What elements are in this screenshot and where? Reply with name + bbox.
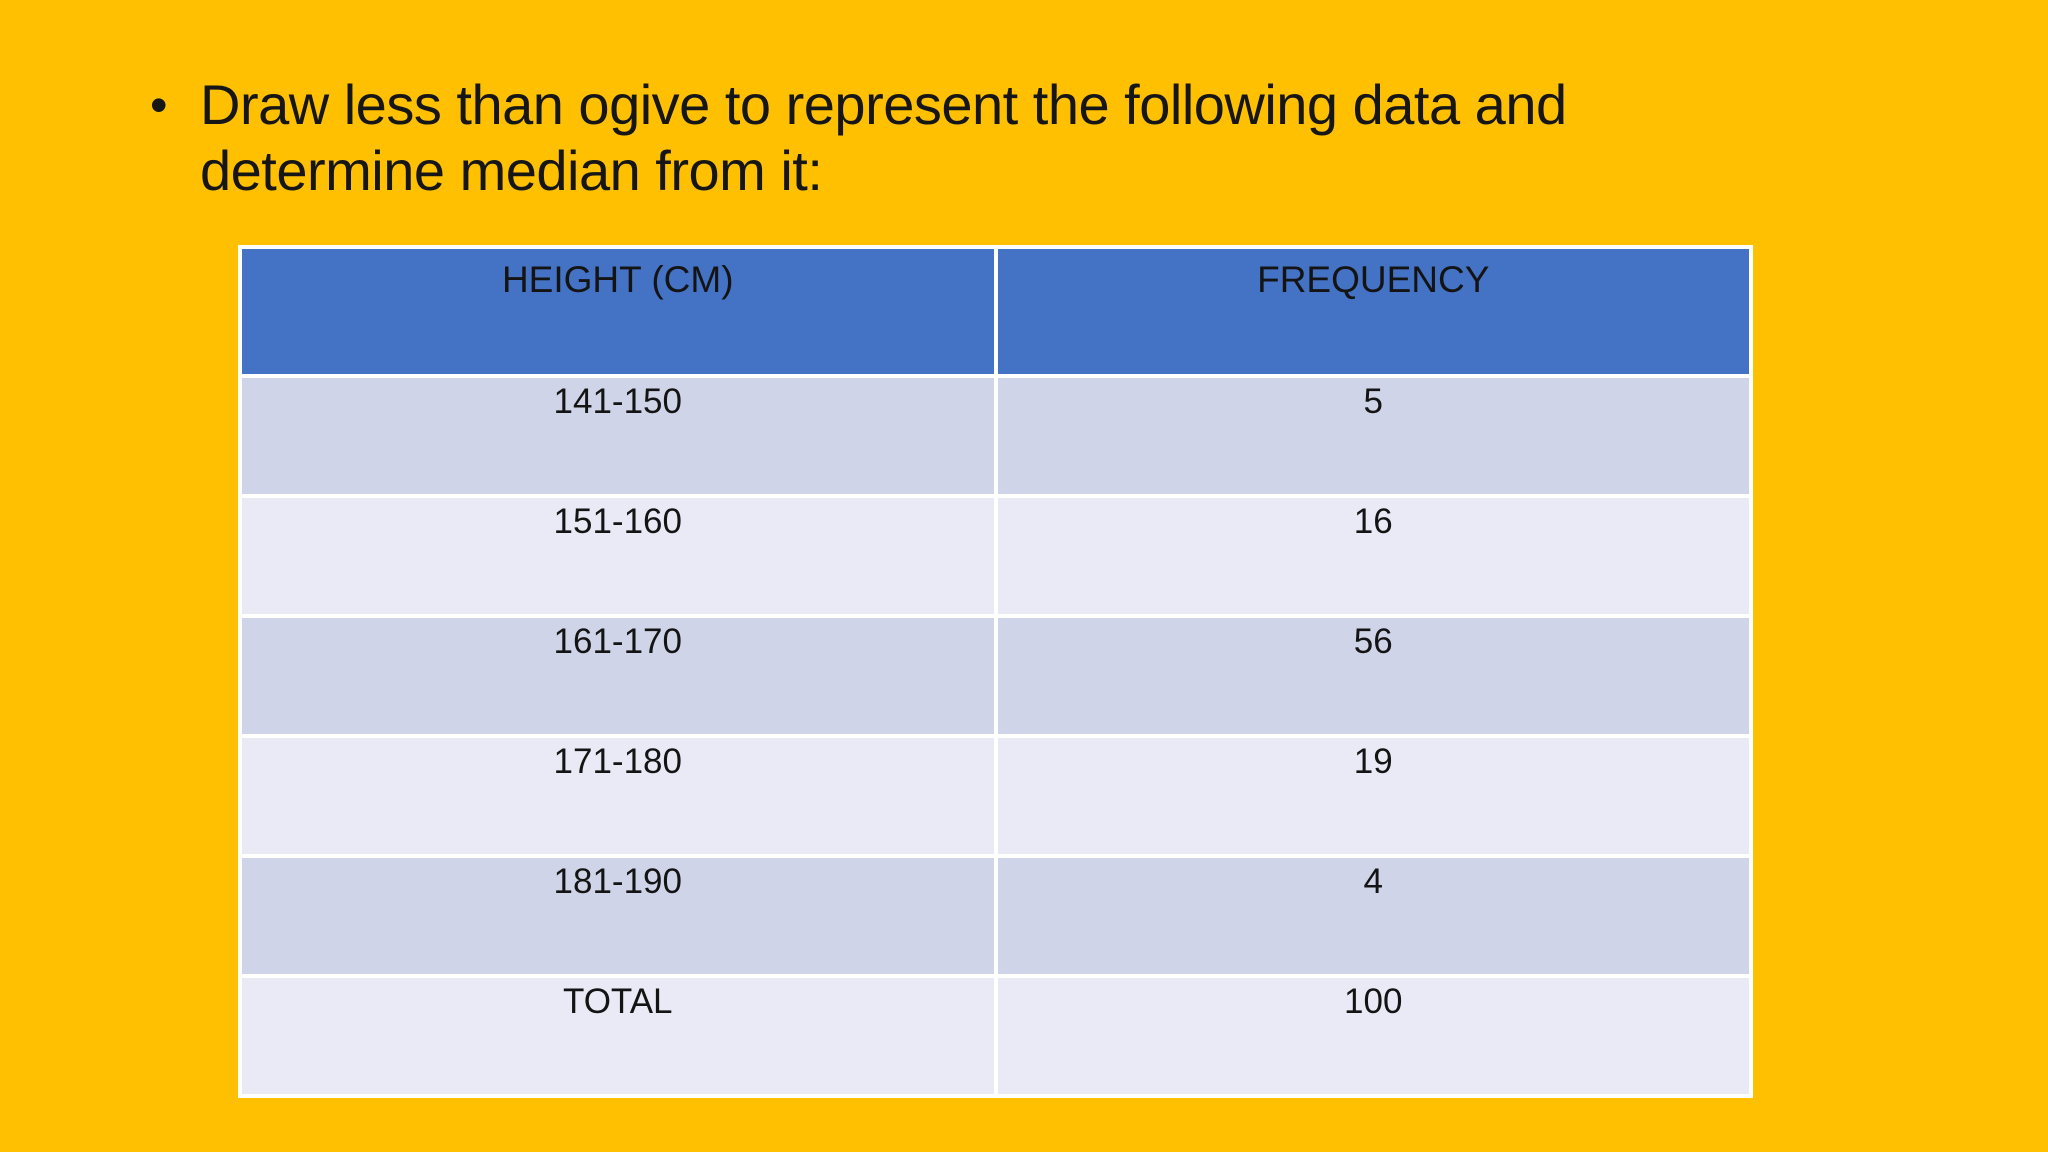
frequency-cell: 16 [997,498,1749,614]
height-range-cell: 171-180 [242,738,994,854]
header-cell-frequency: FREQUENCY [997,249,1749,374]
title-line-1: Draw less than ogive to represent the fo… [200,73,1567,136]
height-range-cell: 141-150 [242,378,994,494]
total-value-cell: 100 [997,978,1749,1094]
height-range-cell: 151-160 [242,498,994,614]
total-label-cell: TOTAL [242,978,994,1094]
bullet-marker: • [150,77,168,133]
slide-title: • Draw less than ogive to represent the … [150,72,1770,204]
table-row: 181-190 4 [242,858,1749,974]
height-range-cell: 181-190 [242,858,994,974]
table-row: 141-150 5 [242,378,1749,494]
frequency-cell: 4 [997,858,1749,974]
height-range-cell: 161-170 [242,618,994,734]
frequency-table: HEIGHT (CM) FREQUENCY 141-150 5 151-160 … [238,245,1753,1098]
table-row: 161-170 56 [242,618,1749,734]
table-row: TOTAL 100 [242,978,1749,1094]
frequency-cell: 19 [997,738,1749,854]
title-text: Draw less than ogive to represent the fo… [200,72,1567,204]
frequency-cell: 56 [997,618,1749,734]
header-cell-height: HEIGHT (CM) [242,249,994,374]
table-row: 171-180 19 [242,738,1749,854]
table-header-row: HEIGHT (CM) FREQUENCY [242,249,1749,374]
table-row: 151-160 16 [242,498,1749,614]
title-line-2: determine median from it: [200,139,823,202]
frequency-cell: 5 [997,378,1749,494]
